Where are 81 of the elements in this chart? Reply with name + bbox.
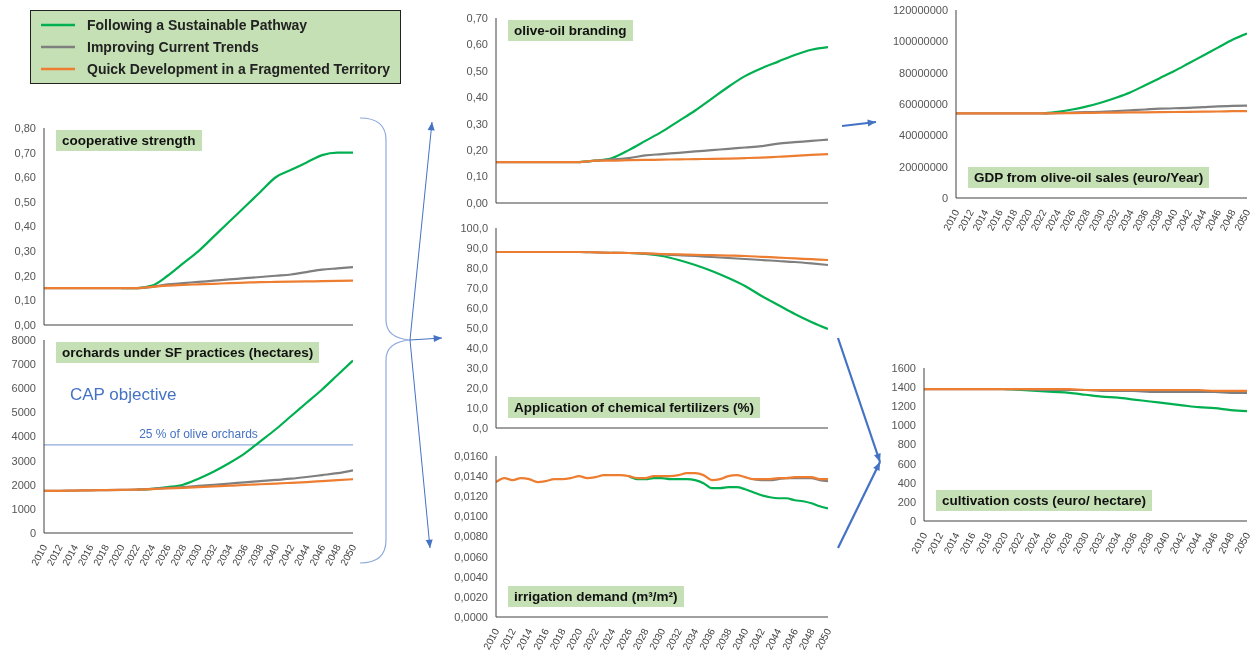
y-tick-label: 80,0 xyxy=(466,261,488,274)
y-tick-label: 600 xyxy=(897,457,916,470)
text: irrigation demand (m³/m²) xyxy=(508,586,684,607)
text: cultivation costs (euro/ hectare) xyxy=(936,490,1153,511)
chart-title: cooperative strength xyxy=(56,130,202,151)
x-tick-label: 2050 xyxy=(813,626,834,652)
y-tick-label: 1000 xyxy=(891,419,916,432)
ref-line-label: 25 % of olive orchards xyxy=(139,426,258,441)
annotation: CAP objective xyxy=(70,385,177,405)
y-tick-label: 1400 xyxy=(891,381,916,394)
y-tick-label: 0,50 xyxy=(14,195,36,208)
y-tick-label: 120000000 xyxy=(892,3,948,16)
line-series xyxy=(496,472,828,484)
y-tick-label: 70,0 xyxy=(466,281,488,294)
y-tick-label: 60000000 xyxy=(899,97,948,110)
y-tick-label: 0,80 xyxy=(14,121,36,134)
y-tick-label: 3000 xyxy=(11,454,36,467)
y-tick-label: 4000 xyxy=(11,430,36,443)
y-tick-label: 0,30 xyxy=(466,117,488,130)
y-tick-label: 0,50 xyxy=(466,64,488,77)
y-tick-label: 20,0 xyxy=(466,381,488,394)
line-series xyxy=(627,475,828,510)
y-tick-label: 0,60 xyxy=(466,38,488,51)
y-tick-label: 1600 xyxy=(891,361,916,374)
y-tick-label: 0,0100 xyxy=(454,510,488,523)
y-tick-label: 0,0080 xyxy=(454,530,488,543)
y-tick-label: 0,10 xyxy=(14,294,36,307)
y-tick-label: 0,20 xyxy=(466,144,488,157)
y-tick-label: 6000 xyxy=(11,382,36,395)
y-tick-label: 40,0 xyxy=(466,341,488,354)
line-series xyxy=(496,250,828,262)
y-tick-label: 100,0 xyxy=(460,221,488,234)
y-tick-label: 0,0120 xyxy=(454,490,488,503)
line-series xyxy=(496,153,828,164)
legend-label: Following a Sustainable Pathway xyxy=(87,17,308,33)
y-tick-label: 1000 xyxy=(11,502,36,515)
y-tick-label: 0,10 xyxy=(466,170,488,183)
y-tick-label: 20000000 xyxy=(899,160,948,173)
y-tick-label: 0,0020 xyxy=(454,590,488,603)
line-series xyxy=(44,478,353,492)
y-tick-label: 10,0 xyxy=(466,401,488,414)
y-tick-label: 30,0 xyxy=(466,361,488,374)
y-tick-label: 0,60 xyxy=(14,171,36,184)
legend-label: Quick Development in a Fragmented Territory xyxy=(87,61,391,77)
y-tick-label: 0,0 xyxy=(472,421,488,434)
y-tick-label: 8000 xyxy=(11,333,36,346)
y-tick-label: 0,0160 xyxy=(454,449,488,462)
y-tick-label: 0 xyxy=(941,191,948,204)
y-tick-label: 0,30 xyxy=(14,245,36,258)
chart-title: olive-oil branding xyxy=(508,20,633,41)
y-tick-label: 0,70 xyxy=(14,146,36,159)
y-tick-label: 90,0 xyxy=(466,241,488,254)
y-tick-label: 7000 xyxy=(11,358,36,371)
y-tick-label: 0,0060 xyxy=(454,550,488,563)
y-tick-label: 0,40 xyxy=(14,220,36,233)
y-tick-label: 0,0000 xyxy=(454,610,488,623)
y-tick-label: 5000 xyxy=(11,406,36,419)
y-tick-label: 100000000 xyxy=(892,35,948,48)
y-tick-label: 0,00 xyxy=(14,318,36,331)
y-tick-label: 0,00 xyxy=(466,196,488,209)
y-tick-label: 0,0140 xyxy=(454,470,488,483)
y-tick-label: 50,0 xyxy=(466,321,488,334)
y-tick-label: 400 xyxy=(897,476,916,489)
y-tick-label: 200 xyxy=(897,495,916,508)
text: Application of chemical fertilizers (%) xyxy=(508,397,761,418)
y-tick-label: 2000 xyxy=(11,478,36,491)
y-tick-label: 0,40 xyxy=(466,91,488,104)
chart-title: orchards under SF practices (hectares) xyxy=(56,342,320,363)
y-tick-label: 0 xyxy=(909,514,916,527)
text: GDP from olive-oil sales (euro/Year) xyxy=(968,167,1210,188)
y-tick-label: 0,70 xyxy=(466,11,488,24)
y-tick-label: 0 xyxy=(29,526,36,539)
y-tick-label: 0,20 xyxy=(14,269,36,282)
y-tick-label: 1200 xyxy=(891,400,916,413)
line-series xyxy=(44,279,353,290)
y-tick-label: 40000000 xyxy=(899,129,948,142)
y-tick-label: 60,0 xyxy=(466,301,488,314)
y-tick-label: 0,0040 xyxy=(454,570,488,583)
legend-label: Improving Current Trends xyxy=(87,39,259,55)
y-tick-label: 80000000 xyxy=(899,66,948,79)
y-tick-label: 800 xyxy=(897,438,916,451)
